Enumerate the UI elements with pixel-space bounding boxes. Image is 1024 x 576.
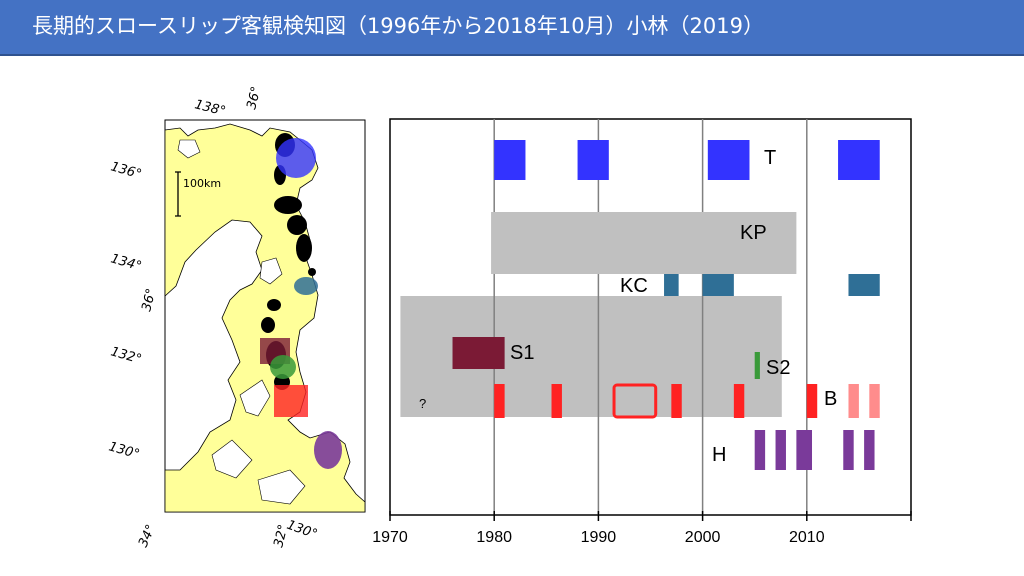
event-h xyxy=(864,430,875,470)
lon-label: 130° xyxy=(107,439,141,462)
map-inlet xyxy=(239,379,271,417)
event-h xyxy=(843,430,854,470)
region-H xyxy=(314,431,342,469)
event-b xyxy=(671,384,682,418)
row-label-B: B xyxy=(824,388,837,410)
row-label-H: H xyxy=(712,444,726,466)
event-b xyxy=(869,384,880,418)
region-B xyxy=(274,385,308,417)
title-bar: 長期的スロースリップ客観検知図（1996年から2018年10月）小林（2019） xyxy=(0,0,1024,56)
event-s1 xyxy=(452,337,505,369)
map-inlet xyxy=(211,439,253,479)
map-panel: 100km 138° 36° 136° 134° 36° 132° 130° 1… xyxy=(107,85,366,550)
scale-bar xyxy=(175,171,181,217)
row-label-KP: KP xyxy=(740,222,767,244)
region-T xyxy=(276,138,316,178)
row-label-KC: KC xyxy=(620,275,648,297)
event-h xyxy=(775,430,786,470)
event-h xyxy=(796,430,813,470)
event-kc xyxy=(664,274,679,296)
event-t xyxy=(577,140,609,180)
scale-label: 100km xyxy=(183,177,221,190)
event-b xyxy=(733,384,745,418)
lat-label-bottom: 32° xyxy=(271,523,291,549)
lat-label: 36° xyxy=(244,85,264,111)
event-b xyxy=(612,383,658,419)
event-s2 xyxy=(754,352,760,379)
row-label-S1: S1 xyxy=(510,342,534,364)
event-h xyxy=(754,430,766,470)
event-t xyxy=(494,140,526,180)
region-KC xyxy=(294,277,318,295)
map-inlet xyxy=(257,469,306,505)
lon-label: 138° xyxy=(193,97,227,119)
lat-label-bottom: 34° xyxy=(136,522,159,549)
event-kp xyxy=(491,212,797,274)
annotation-question: ? xyxy=(419,396,426,411)
event-b xyxy=(806,384,818,418)
x-tick-label: 2000 xyxy=(685,529,721,546)
slide-title: 長期的スロースリップ客観検知図（1996年から2018年10月）小林（2019） xyxy=(32,14,764,38)
event-b xyxy=(551,384,562,418)
lon-label: 132° xyxy=(109,344,143,367)
lon-label: 134° xyxy=(109,251,143,274)
event-kc xyxy=(702,274,734,296)
timeline-chart: 1970 1980 1990 2000 2010 T KP KC S1 S2 B H ? xyxy=(372,118,912,546)
x-tick-label: 1980 xyxy=(476,529,512,546)
lon-label: 136° xyxy=(109,159,143,182)
event-t xyxy=(707,140,750,180)
row-label-T: T xyxy=(764,147,776,169)
event-t xyxy=(838,140,880,180)
event-kc xyxy=(848,274,880,296)
row-label-S2: S2 xyxy=(766,357,790,379)
lat-label: 36° xyxy=(139,287,159,313)
event-b xyxy=(494,384,505,418)
x-tick-label: 1990 xyxy=(581,529,617,546)
region-S2 xyxy=(270,355,296,379)
map-inlet xyxy=(259,257,283,285)
event-b xyxy=(848,384,859,418)
x-tick-label: 1970 xyxy=(372,529,408,546)
x-tick-label: 2010 xyxy=(789,529,825,546)
map-inlet xyxy=(177,139,201,159)
